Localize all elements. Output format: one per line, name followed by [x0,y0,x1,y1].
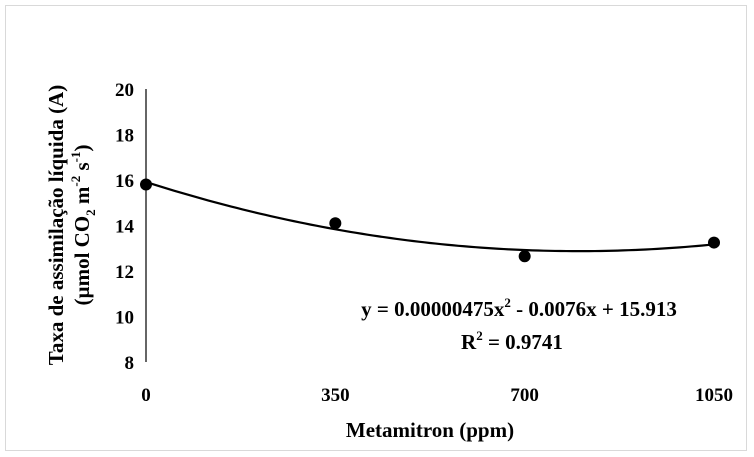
x-tick-labels: 0 350 700 1050 [141,385,733,406]
data-point [329,217,342,230]
trendline-equation: y = 0.00000475x2 - 0.0076x + 15.913 [361,295,677,321]
y-axis-title-line2: (µmol CO2 m-2 s-1) [68,144,98,305]
chart-frame [5,5,747,451]
x-tick-label: 0 [141,385,151,406]
y-tick-label: 18 [115,126,134,147]
y-tick-label: 10 [115,308,134,329]
y-tick-labels: 8 10 12 14 16 18 20 [115,80,135,374]
y-tick-label: 14 [115,217,135,238]
y-axis-units: (µmol CO2 m-2 s-1) [68,144,98,305]
y-tick-label: 8 [125,353,135,374]
data-point [140,178,152,191]
y-tick-label: 12 [115,262,134,283]
y-axis-title-line1: Taxa de assimilação líquida (A) [44,85,68,365]
data-point [708,236,720,249]
y-tick-label: 16 [115,171,134,192]
x-tick-label: 1050 [695,385,733,406]
x-tick-label: 700 [510,385,539,406]
data-point [518,250,531,263]
x-axis-title: Metamitron (ppm) [346,418,514,442]
x-tick-label: 350 [321,385,350,406]
data-points [140,178,720,263]
y-axis-title: Taxa de assimilação líquida (A) [44,85,68,365]
y-tick-label: 20 [115,80,134,101]
trendline [145,180,715,253]
r-squared: R2 = 0.9741 [461,328,563,354]
